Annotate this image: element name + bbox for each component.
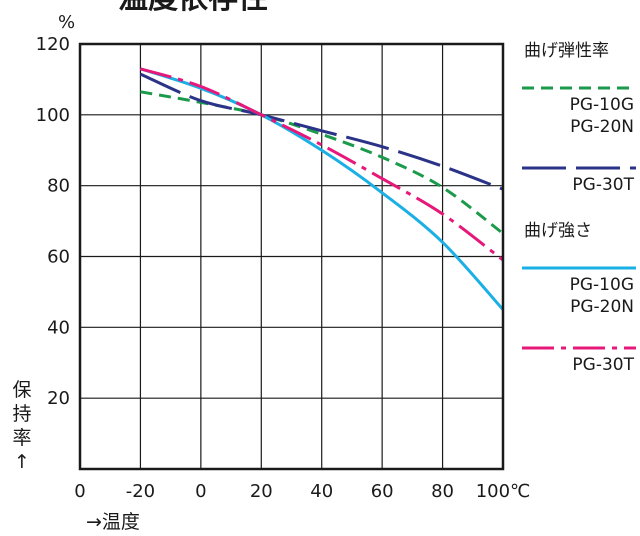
y-axis-label: 保持率↑ bbox=[12, 379, 31, 473]
x-tick-label: 0 bbox=[195, 481, 206, 502]
x-axis-label: →温度 bbox=[86, 511, 140, 533]
legend-heading: 曲げ弾性率 bbox=[524, 41, 609, 61]
grid bbox=[80, 44, 503, 469]
legend-label: PG-30T bbox=[572, 355, 634, 375]
legend: 曲げ弾性率PG-10GPG-20NPG-30T曲げ強さPG-10GPG-20NP… bbox=[522, 41, 636, 375]
legend-label: PG-20N bbox=[570, 117, 634, 137]
y-tick-label: 40 bbox=[47, 317, 70, 338]
legend-label: PG-10G bbox=[570, 95, 634, 115]
y-axis-label-char: 持 bbox=[12, 403, 31, 425]
y-tick-label: 120 bbox=[36, 34, 70, 55]
legend-heading: 曲げ強さ bbox=[524, 221, 592, 241]
plot-frame bbox=[78, 42, 505, 471]
chart-title: 温度依存性 bbox=[118, 0, 268, 16]
y-axis-label-char: ↑ bbox=[14, 451, 30, 473]
y-tick-label: 80 bbox=[47, 176, 70, 197]
y-axis-label-char: 保 bbox=[12, 379, 31, 401]
y-tick-label: 60 bbox=[47, 247, 70, 268]
series-line-2 bbox=[139, 67, 505, 311]
tick-labels: 0 -20 0 20 40 60 80 100℃ 20 40 60 80 100 120 bbox=[36, 34, 531, 502]
y-axis-label-char: 率 bbox=[12, 427, 31, 449]
x-tick-label: -20 bbox=[126, 481, 155, 502]
series-lines bbox=[139, 67, 505, 311]
legend-label: PG-30T bbox=[572, 175, 634, 195]
y-unit-label: % bbox=[58, 12, 75, 33]
series-line-0 bbox=[140, 90, 504, 235]
y-tick-label: 100 bbox=[36, 105, 70, 126]
legend-label: PG-20N bbox=[570, 297, 634, 317]
x-tick-label: 40 bbox=[310, 481, 333, 502]
x-tick-label: 60 bbox=[371, 481, 394, 502]
y-tick-label: 20 bbox=[47, 388, 70, 409]
x-tick-label: 20 bbox=[250, 481, 273, 502]
legend-label: PG-10G bbox=[570, 275, 634, 295]
x-tick-label: 100℃ bbox=[476, 481, 531, 502]
x-tick-label: 0 bbox=[74, 481, 85, 502]
series-line-3 bbox=[139, 67, 504, 262]
series-line-1 bbox=[139, 72, 504, 191]
x-tick-label: 80 bbox=[431, 481, 454, 502]
